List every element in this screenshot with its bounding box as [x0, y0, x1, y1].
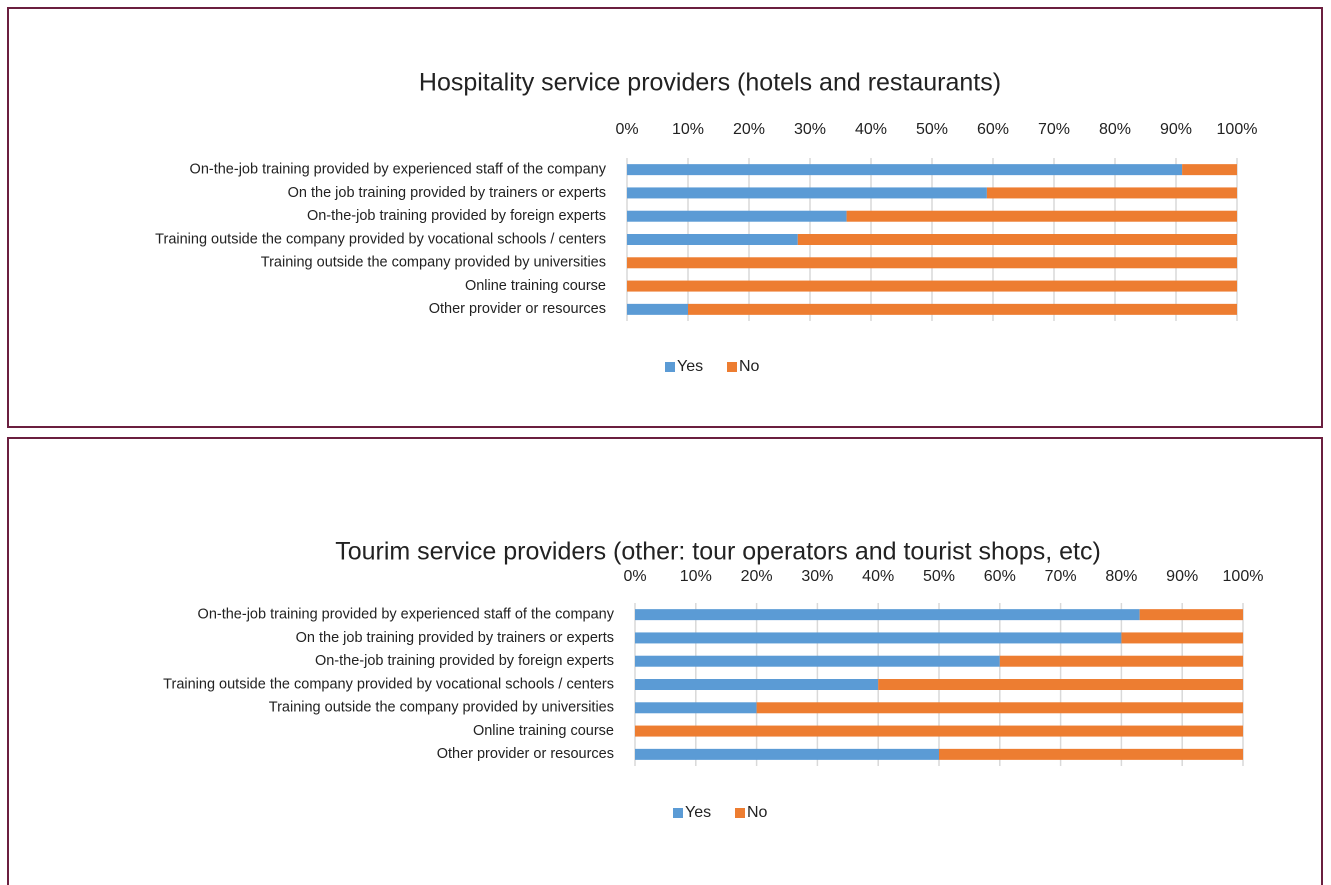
bar-segment — [986, 187, 1237, 199]
bar-segment — [1139, 609, 1243, 621]
x-tick-label: 70% — [1038, 121, 1070, 138]
x-tick-label: 80% — [1099, 121, 1131, 138]
bar-segment — [999, 655, 1243, 667]
x-tick-label: 100% — [1223, 568, 1264, 585]
x-tick-label: 50% — [916, 121, 948, 138]
x-tick-label: 20% — [733, 121, 765, 138]
category-label: On-the-job training provided by experien… — [198, 606, 615, 622]
x-tick-label: 100% — [1217, 121, 1258, 138]
legend-label: No — [739, 358, 760, 375]
legend-swatch — [727, 362, 737, 372]
category-label: Online training course — [473, 723, 614, 739]
x-tick-label: 10% — [680, 568, 712, 585]
category-label: Other provider or resources — [437, 746, 614, 762]
category-label: Online training course — [465, 278, 606, 294]
category-label: On the job training provided by trainers… — [296, 630, 614, 646]
bar-segment — [756, 702, 1243, 714]
category-label: Training outside the company provided by… — [155, 231, 606, 247]
category-label: On-the-job training provided by foreign … — [307, 208, 606, 224]
bar-segment — [627, 280, 1237, 292]
bar-segment — [797, 234, 1237, 245]
bar-segment — [627, 234, 798, 245]
bar-segment — [627, 164, 1183, 176]
bar-segment — [635, 679, 879, 690]
bar-segment — [627, 257, 1237, 269]
category-label: On-the-job training provided by foreign … — [315, 653, 614, 669]
legend-label: Yes — [685, 804, 711, 821]
x-tick-label: 90% — [1160, 121, 1192, 138]
x-tick-label: 30% — [794, 121, 826, 138]
x-tick-label: 60% — [977, 121, 1009, 138]
bar-segment — [635, 748, 939, 760]
x-tick-label: 90% — [1166, 568, 1198, 585]
bar-segment — [1121, 632, 1243, 644]
bar-segment — [1182, 164, 1237, 176]
category-label: Other provider or resources — [429, 301, 606, 317]
bar-segment — [688, 303, 1237, 315]
x-tick-label: 40% — [862, 568, 894, 585]
legend-swatch — [735, 808, 745, 818]
bar-segment — [939, 748, 1243, 760]
bar-segment — [635, 632, 1122, 644]
bar-segment — [627, 303, 688, 315]
legend-label: No — [747, 804, 768, 821]
category-label: Training outside the company provided by… — [163, 676, 614, 692]
legend-swatch — [673, 808, 683, 818]
x-tick-label: 0% — [623, 568, 646, 585]
bar-segment — [635, 702, 757, 714]
chart-title: Tourim service providers (other: tour op… — [335, 538, 1101, 566]
bar-segment — [635, 655, 1000, 667]
bar-segment — [635, 609, 1140, 621]
x-tick-label: 40% — [855, 121, 887, 138]
category-label: Training outside the company provided by… — [269, 700, 614, 716]
bar-segment — [627, 187, 987, 199]
bar-segment — [846, 210, 1237, 222]
bar-segment — [635, 725, 1243, 737]
category-label: Training outside the company provided by… — [261, 255, 606, 271]
x-tick-label: 10% — [672, 121, 704, 138]
chart-title: Hospitality service providers (hotels an… — [419, 69, 1001, 97]
bar-segment — [878, 679, 1243, 690]
x-tick-label: 80% — [1105, 568, 1137, 585]
category-label: On the job training provided by trainers… — [288, 185, 606, 201]
bar-segment — [627, 210, 847, 222]
x-tick-label: 70% — [1045, 568, 1077, 585]
x-tick-label: 50% — [923, 568, 955, 585]
x-tick-label: 30% — [801, 568, 833, 585]
legend-label: Yes — [677, 358, 703, 375]
legend-swatch — [665, 362, 675, 372]
x-tick-label: 20% — [741, 568, 773, 585]
x-tick-label: 0% — [615, 121, 638, 138]
category-label: On-the-job training provided by experien… — [190, 161, 607, 177]
x-tick-label: 60% — [984, 568, 1016, 585]
